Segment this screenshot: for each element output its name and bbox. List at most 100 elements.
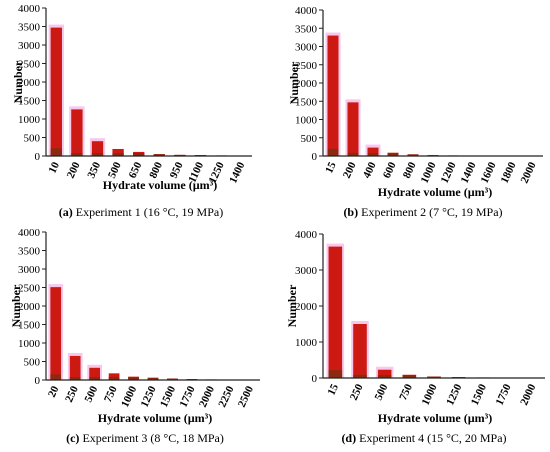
panel-caption-tag: (a) [59,205,73,219]
y-tick-label: 2000 [18,301,41,313]
panel-caption-text: Experiment 1 (16 °C, 19 MPa) [73,205,223,219]
x-tick-label: 2250 [216,384,236,409]
bar-base [112,153,124,156]
y-tick-label: 1000 [18,338,41,350]
bar [347,102,359,156]
x-tick-label: 600 [381,160,399,180]
x-tick-label: 350 [85,160,103,180]
x-tick-label: 1250 [444,382,464,407]
y-tick-label: 1500 [295,96,318,108]
x-tick-label: 250 [63,384,81,404]
panel-caption-text: Experiment 4 (15 °C, 20 MPa) [356,431,506,445]
bar-base [133,153,145,156]
panel-caption-tag: (c) [66,431,79,445]
bar [71,109,83,156]
x-tick-label: 2000 [197,384,217,409]
y-tick-label: 1500 [18,320,41,332]
y-tick-label: 2500 [18,59,41,71]
x-tick-label: 1000 [420,382,440,407]
panel-2: 0 500 1000 1500 2000 2500 3000 3500 4000 15 200 400… [287,5,543,219]
bar-base [128,377,139,380]
panel-caption-text: Experiment 2 (7 °C, 19 MPa) [358,205,502,219]
bar-base [50,148,62,156]
x-tick-label: 200 [341,160,359,180]
bar [69,355,81,380]
x-tick-label: 800 [401,160,419,180]
bar-base [377,375,392,378]
y-tick-label: 1000 [295,115,318,127]
y-tick-label: 2000 [295,301,318,313]
x-tick-label: 500 [83,384,101,404]
x-tick-label: 20 [46,384,62,399]
x-tick-label: 400 [361,160,379,180]
x-tick-label: 1800 [499,160,519,185]
panel-caption-tag: (b) [343,205,358,219]
bar-base [328,370,343,378]
y-tick-label: 2500 [295,60,318,72]
bar-base [69,377,81,380]
y-axis-title: Number [285,284,299,327]
bar [353,324,367,378]
y-tick-label: 0 [312,373,318,385]
y-tick-label: 3500 [18,246,41,258]
x-axis-title: Hydrate volume (µm³) [378,411,493,425]
y-tick-label: 2000 [18,77,41,89]
x-tick-label: 250 [348,382,366,402]
y-tick-label: 500 [24,357,41,369]
x-tick-label: 10 [46,160,62,175]
bar [108,373,120,380]
bar [367,147,379,156]
y-tick-label: 3000 [295,42,318,54]
x-tick-label: 1500 [158,384,178,409]
bar-base [153,154,165,156]
bar [50,27,62,156]
x-tick-label: 2500 [236,384,256,409]
y-tick-label: 1000 [18,114,41,126]
y-tick-label: 500 [301,133,318,145]
y-axis-title: Number [9,284,23,327]
bar-base [50,374,62,380]
panel-caption-tag: (d) [341,431,356,445]
bar-base [71,153,83,156]
y-tick-label: 4000 [18,3,41,15]
x-tick-label: 200 [65,160,83,180]
y-tick-label: 0 [35,375,41,387]
bar-base [108,377,120,380]
bar [112,148,124,156]
panel-caption: (b) Experiment 2 (7 °C, 19 MPa) [343,205,502,219]
y-tick-label: 4000 [18,227,41,239]
panel-caption: (c) Experiment 3 (8 °C, 18 MPa) [66,431,224,445]
y-tick-label: 1000 [295,337,318,349]
x-tick-label: 500 [373,382,391,402]
y-axis-title: Number [11,60,25,103]
bar-base [367,153,379,156]
panel-1: 0 500 1000 1500 2000 2500 3000 3500 4000 10 200 350… [11,3,252,219]
panel-caption: (a) Experiment 1 (16 °C, 19 MPa) [59,205,223,219]
x-tick-label: 1400 [227,160,247,185]
bar-base [91,153,104,156]
x-tick-label: 1750 [177,384,197,409]
x-tick-label: 1400 [459,160,479,185]
bar-base [402,375,417,378]
y-tick-label: 3500 [18,22,41,34]
x-axis-title: Hydrate volume (µm³) [378,185,493,199]
bar [327,35,339,156]
y-tick-label: 4000 [295,5,318,17]
bar-base [427,376,441,378]
y-tick-label: 3000 [18,40,41,52]
panel-caption: (d) Experiment 4 (15 °C, 20 MPa) [341,431,506,445]
panel-caption-text: Experiment 3 (8 °C, 18 MPa) [79,431,223,445]
x-axis-title: Hydrate volume (µm³) [98,411,213,425]
y-tick-label: 500 [24,133,41,145]
y-tick-label: 3500 [295,23,318,35]
bar-base [89,377,100,380]
y-tick-label: 2500 [18,283,41,295]
bar [50,287,62,380]
y-tick-label: 1500 [18,96,41,108]
bar-base [353,374,367,378]
bar-base [387,153,399,156]
y-tick-label: 3000 [18,264,41,276]
x-tick-label: 1200 [439,160,459,185]
